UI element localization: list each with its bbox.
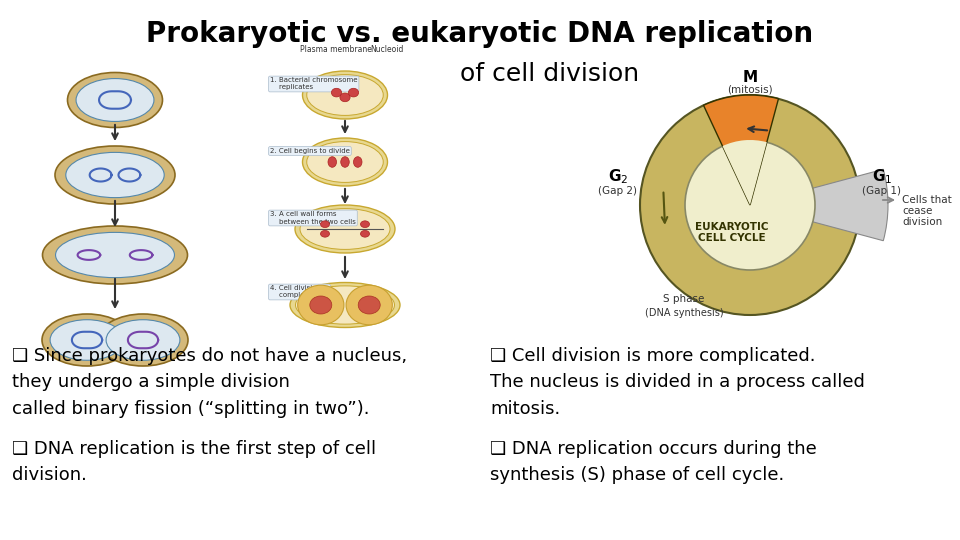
Text: G$_1$: G$_1$: [872, 167, 892, 186]
Text: of cell division: of cell division: [460, 62, 639, 86]
Ellipse shape: [290, 282, 400, 327]
Text: division: division: [902, 217, 943, 227]
Text: ❑ Since prokaryotes do not have a nucleus,
they undergo a simple division
called: ❑ Since prokaryotes do not have a nucleu…: [12, 347, 407, 418]
Text: M: M: [742, 70, 757, 84]
Ellipse shape: [50, 320, 124, 360]
Text: ❑ DNA replication occurs during the
synthesis (S) phase of cell cycle.: ❑ DNA replication occurs during the synt…: [490, 440, 817, 484]
Text: Nucleoid: Nucleoid: [370, 45, 403, 54]
Text: 3. A cell wall forms
    between the two cells: 3. A cell wall forms between the two cel…: [270, 212, 356, 225]
Text: CELL CYCLE: CELL CYCLE: [698, 233, 766, 243]
Ellipse shape: [348, 88, 359, 97]
Circle shape: [685, 140, 815, 270]
Text: (mitosis): (mitosis): [727, 84, 773, 94]
Wedge shape: [723, 140, 767, 205]
Wedge shape: [750, 169, 888, 241]
Text: ❑ Cell division is more complicated.
The nucleus is divided in a process called
: ❑ Cell division is more complicated. The…: [490, 347, 865, 418]
Wedge shape: [704, 95, 779, 205]
Ellipse shape: [340, 93, 350, 102]
Ellipse shape: [56, 232, 175, 278]
Text: 4. Cell division is
    completed: 4. Cell division is completed: [270, 286, 329, 299]
Text: (DNA synthesis): (DNA synthesis): [645, 308, 723, 318]
Ellipse shape: [302, 71, 388, 119]
Ellipse shape: [307, 141, 383, 183]
Ellipse shape: [347, 285, 393, 325]
Ellipse shape: [298, 285, 344, 325]
Ellipse shape: [361, 231, 370, 237]
Ellipse shape: [76, 78, 154, 122]
Ellipse shape: [358, 296, 380, 314]
Ellipse shape: [302, 138, 388, 186]
Ellipse shape: [66, 152, 164, 198]
Ellipse shape: [296, 286, 395, 324]
Ellipse shape: [42, 314, 132, 366]
Ellipse shape: [98, 314, 188, 366]
Text: cease: cease: [902, 206, 932, 216]
Ellipse shape: [331, 88, 342, 97]
Ellipse shape: [310, 296, 332, 314]
Ellipse shape: [353, 157, 362, 167]
Ellipse shape: [295, 205, 395, 253]
Ellipse shape: [341, 157, 349, 167]
Ellipse shape: [361, 221, 370, 227]
Ellipse shape: [107, 320, 180, 360]
Ellipse shape: [321, 221, 329, 227]
Ellipse shape: [55, 146, 175, 204]
Text: (Gap 1): (Gap 1): [862, 186, 901, 196]
Circle shape: [640, 95, 860, 315]
Ellipse shape: [321, 231, 329, 237]
Text: 1. Bacterial chromosome
    replicates: 1. Bacterial chromosome replicates: [270, 78, 357, 91]
Text: Plasma membrane: Plasma membrane: [300, 45, 372, 54]
Text: S phase: S phase: [663, 294, 705, 303]
Text: G$_2$: G$_2$: [608, 167, 628, 186]
Ellipse shape: [67, 72, 162, 127]
Ellipse shape: [42, 226, 187, 284]
Ellipse shape: [300, 208, 390, 249]
Text: ❑ DNA replication is the first step of cell
division.: ❑ DNA replication is the first step of c…: [12, 440, 376, 484]
Text: Prokaryotic vs. eukaryotic DNA replication: Prokaryotic vs. eukaryotic DNA replicati…: [147, 20, 813, 48]
Text: (Gap 2): (Gap 2): [598, 186, 637, 196]
Ellipse shape: [328, 157, 337, 167]
Ellipse shape: [307, 75, 383, 116]
Text: EUKARYOTIC: EUKARYOTIC: [695, 222, 769, 232]
Text: Cells that: Cells that: [902, 195, 951, 205]
Text: 2. Cell begins to divide: 2. Cell begins to divide: [270, 148, 349, 154]
